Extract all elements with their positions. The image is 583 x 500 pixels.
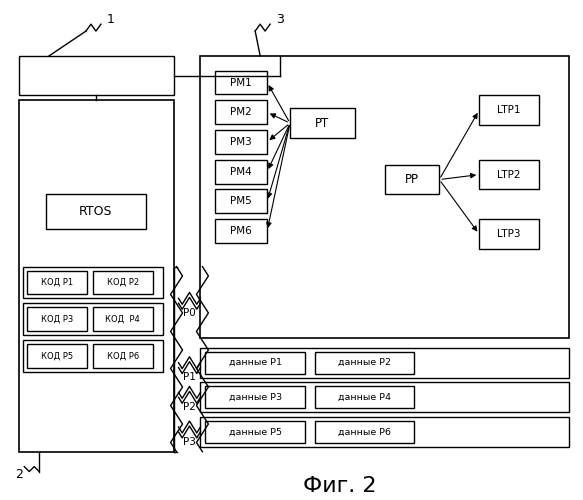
Text: RTOS: RTOS: [79, 205, 113, 218]
Text: P3: P3: [183, 437, 196, 447]
Bar: [93, 308, 153, 331]
Text: Фиг. 2: Фиг. 2: [303, 476, 377, 496]
Text: КОД Р1: КОД Р1: [41, 278, 73, 287]
Bar: [215, 219, 267, 243]
Bar: [27, 308, 87, 331]
Text: PM1: PM1: [230, 78, 252, 88]
Bar: [19, 100, 174, 452]
Bar: [23, 304, 163, 335]
Bar: [93, 344, 153, 368]
Bar: [19, 56, 174, 96]
Text: P1: P1: [183, 372, 196, 382]
Text: PM3: PM3: [230, 137, 252, 147]
Text: PM2: PM2: [230, 108, 252, 118]
Bar: [215, 100, 267, 124]
Bar: [215, 190, 267, 213]
Text: LTP2: LTP2: [497, 170, 521, 179]
Bar: [46, 194, 146, 229]
Bar: [215, 70, 267, 94]
Text: PM6: PM6: [230, 226, 252, 236]
Bar: [315, 421, 415, 443]
Bar: [215, 160, 267, 184]
Bar: [205, 386, 305, 408]
Bar: [27, 270, 87, 294]
Text: данные Р3: данные Р3: [229, 393, 282, 402]
Text: КОД Р2: КОД Р2: [107, 278, 139, 287]
Bar: [201, 382, 568, 412]
Bar: [93, 270, 153, 294]
Text: КОД  Р4: КОД Р4: [106, 314, 140, 324]
Text: данные Р1: данные Р1: [229, 358, 282, 367]
Bar: [205, 421, 305, 443]
Bar: [205, 352, 305, 374]
Text: данные Р6: данные Р6: [338, 428, 391, 436]
Text: 2: 2: [15, 468, 23, 481]
Text: 3: 3: [276, 12, 284, 26]
Bar: [27, 344, 87, 368]
Bar: [385, 164, 440, 194]
Bar: [23, 266, 163, 298]
Bar: [201, 417, 568, 447]
Text: PT: PT: [315, 116, 329, 130]
Bar: [315, 386, 415, 408]
Bar: [215, 130, 267, 154]
Text: данные Р4: данные Р4: [338, 393, 391, 402]
Text: PM4: PM4: [230, 166, 252, 176]
Text: 1: 1: [107, 12, 115, 26]
Text: КОД Р3: КОД Р3: [41, 314, 73, 324]
Text: LTP1: LTP1: [497, 106, 521, 116]
Text: данные Р2: данные Р2: [338, 358, 391, 367]
Text: КОД Р6: КОД Р6: [107, 352, 139, 360]
Text: КОД Р5: КОД Р5: [41, 352, 73, 360]
Text: PM5: PM5: [230, 196, 252, 206]
Text: P2: P2: [183, 402, 196, 412]
Bar: [201, 348, 568, 378]
Text: LTP3: LTP3: [497, 229, 521, 239]
Bar: [479, 96, 539, 125]
Bar: [201, 56, 568, 338]
Bar: [23, 340, 163, 372]
Bar: [479, 219, 539, 249]
Bar: [315, 352, 415, 374]
Bar: [290, 108, 354, 138]
Bar: [479, 160, 539, 190]
Text: PP: PP: [405, 173, 419, 186]
Text: P0: P0: [183, 308, 196, 318]
Text: данные Р5: данные Р5: [229, 428, 282, 436]
